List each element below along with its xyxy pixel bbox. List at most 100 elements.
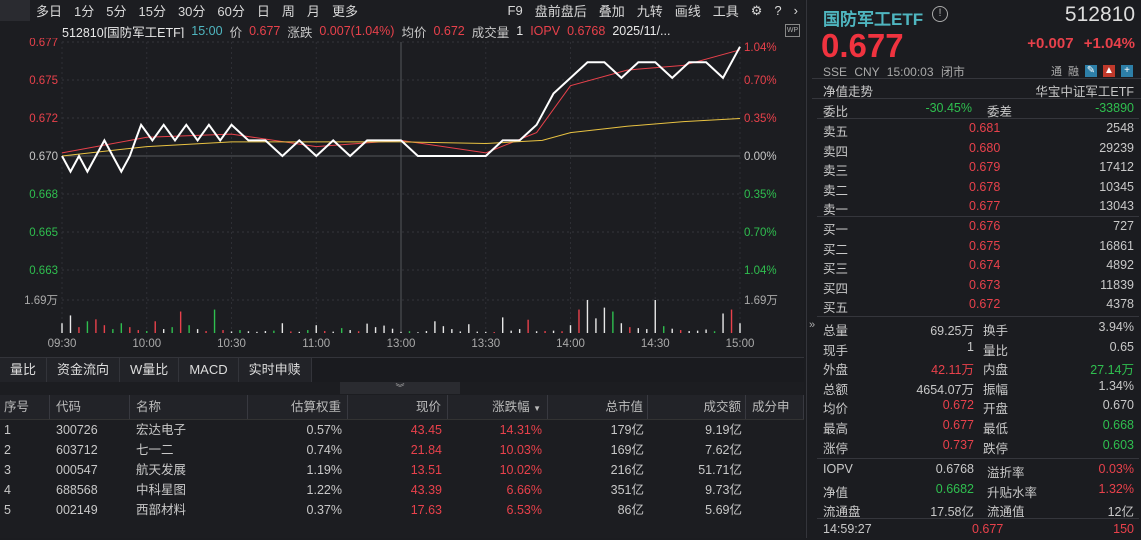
f9-button[interactable]: F9 xyxy=(507,3,523,18)
draw-button[interactable]: 画线 xyxy=(674,4,701,19)
period-month[interactable]: 月 xyxy=(306,4,320,19)
stat-label: 流通盘 xyxy=(823,505,861,520)
period-5min[interactable]: 5分 xyxy=(106,4,127,19)
pencil-icon[interactable]: ✎ xyxy=(1085,65,1097,77)
table-row[interactable]: 4 688568 中科星图 1.22% 43.39 6.66% 351亿 9.73亿 xyxy=(0,480,804,500)
change-abs: +0.007 xyxy=(1027,35,1074,52)
col-index[interactable]: 序号 xyxy=(0,395,50,419)
level-price: 0.673 xyxy=(969,277,1001,292)
bid-level[interactable]: 买四 0.673 11839 xyxy=(807,276,1141,296)
intraday-chart[interactable]: 0.677 1.04% 0.675 0.70% 0.672 0.35% 0.670 0.00%… xyxy=(0,38,804,354)
table-row[interactable]: 5 002149 西部材料 0.37% 17.63 6.53% 86亿 5.69亿 xyxy=(0,500,804,520)
x-tick: 11:00 xyxy=(302,338,330,350)
tools-button[interactable]: 工具 xyxy=(712,4,739,19)
y-tick-left: 0.663 xyxy=(29,265,58,277)
tab-volume-ratio[interactable]: 量比 xyxy=(0,358,48,382)
gear-icon[interactable]: ⚙ xyxy=(750,2,763,18)
ask-level[interactable]: 卖四 0.680 29239 xyxy=(807,139,1141,159)
plus-icon[interactable]: + xyxy=(1121,65,1133,77)
nav-trend-link[interactable]: 净值走势 xyxy=(823,85,874,99)
wp-icon[interactable]: WP xyxy=(785,24,800,37)
y-tick-left: 0.668 xyxy=(29,189,58,201)
col-turnover[interactable]: 成交额 xyxy=(648,395,746,419)
security-title: 512810[国防军工ETF] xyxy=(62,25,185,40)
table-row[interactable]: 1 300726 宏达电子 0.57% 43.45 14.31% 179亿 9.19亿 xyxy=(0,420,804,440)
stat-label: 均价 xyxy=(823,402,849,417)
double-chevron-down-icon[interactable]: ︾ xyxy=(340,382,460,394)
y-tick-right: 1.04% xyxy=(744,265,777,277)
period-1min[interactable]: 1分 xyxy=(74,4,95,19)
level-volume: 16861 xyxy=(1099,238,1134,253)
margin-badge[interactable]: 融 xyxy=(1068,66,1079,78)
security-name: 国防军工ETF xyxy=(823,10,924,29)
col-component[interactable]: 成分申 xyxy=(746,395,804,419)
period-multiday[interactable]: 多日 xyxy=(36,4,63,19)
order-diff-label: 委差 xyxy=(987,105,1013,119)
bid-level[interactable]: 买五 0.672 4378 xyxy=(807,295,1141,315)
col-name[interactable]: 名称 xyxy=(130,395,248,419)
table-row[interactable]: 3 000547 航天发展 1.19% 13.51 10.02% 216亿 51.71亿 xyxy=(0,460,804,480)
tab-fund-flow[interactable]: 资金流向 xyxy=(47,358,121,382)
period-day[interactable]: 日 xyxy=(256,4,270,19)
y-tick-left: 0.675 xyxy=(29,75,58,87)
bid-level[interactable]: 买三 0.674 4892 xyxy=(807,256,1141,276)
iopv-label: IOPV xyxy=(530,24,561,38)
ask-level[interactable]: 卖三 0.679 17412 xyxy=(807,158,1141,178)
order-ratio-label: 委比 xyxy=(823,105,849,119)
stat-value: 0.670 xyxy=(1102,398,1134,413)
nine-turn-button[interactable]: 九转 xyxy=(636,4,663,19)
stat-row: 总量 69.25万 换手 3.94% xyxy=(807,318,1141,338)
stat-row: 最高 0.677 最低 0.668 xyxy=(807,416,1141,436)
y-tick-right: 0.35% xyxy=(744,113,777,125)
premarket-button[interactable]: 盘前盘后 xyxy=(534,4,587,19)
period-30min[interactable]: 30分 xyxy=(177,4,206,19)
col-weight[interactable]: 估算权重 xyxy=(248,395,348,419)
period-week[interactable]: 周 xyxy=(281,4,295,19)
stat-label: 现手 xyxy=(823,343,849,358)
bid-level[interactable]: 买二 0.675 16861 xyxy=(807,237,1141,257)
table-cell: 9.19亿 xyxy=(705,423,742,437)
y-tick-right: 0.35% xyxy=(744,189,777,201)
tab-realtime-redemption[interactable]: 实时申赎 xyxy=(238,358,312,382)
stat-value: 27.14万 xyxy=(1090,363,1134,378)
col-code[interactable]: 代码 xyxy=(50,395,130,419)
ask-level[interactable]: 卖五 0.681 2548 xyxy=(807,119,1141,139)
info-icon[interactable]: ! xyxy=(932,6,948,22)
sort-down-icon: ▼ xyxy=(533,404,541,413)
x-tick: 14:30 xyxy=(641,338,670,350)
change-value: 0.007(1.04%) xyxy=(319,24,395,38)
stat-row: IOPV 0.6768 溢折率 0.03% xyxy=(807,460,1141,480)
level-price: 0.679 xyxy=(969,160,1001,174)
period-60min[interactable]: 60分 xyxy=(217,4,245,19)
level-volume: 4892 xyxy=(1106,258,1134,272)
period-more[interactable]: 更多 xyxy=(331,4,358,19)
table-cell: 5.69亿 xyxy=(705,503,742,517)
ask-level[interactable]: 卖一 0.677 13043 xyxy=(807,197,1141,217)
avg-value: 0.672 xyxy=(433,24,465,38)
overlay-button[interactable]: 叠加 xyxy=(598,4,625,19)
table-cell: 17.63 xyxy=(410,503,442,517)
ask-level[interactable]: 卖二 0.678 10345 xyxy=(807,178,1141,198)
connect-badge[interactable]: 通 xyxy=(1051,66,1062,78)
col-market-cap[interactable]: 总市值 xyxy=(548,395,648,419)
chevron-right-icon[interactable]: › xyxy=(793,3,798,18)
bid-level[interactable]: 买一 0.676 727 xyxy=(807,217,1141,237)
level-label: 买四 xyxy=(823,281,849,296)
level-price: 0.672 xyxy=(969,297,1001,311)
col-change-pct[interactable]: 涨跌幅 ▼ xyxy=(448,395,548,419)
price-change: +0.007 +1.04% xyxy=(1027,35,1135,52)
bell-icon[interactable]: ▲ xyxy=(1103,65,1115,77)
table-row[interactable]: 2 603712 七一二 0.74% 21.84 10.03% 169亿 7.62亿 xyxy=(0,440,804,460)
quote-actions: 通 融 ✎ ▲ + xyxy=(1051,63,1133,79)
tab-w-volume-ratio[interactable]: W量比 xyxy=(120,358,180,382)
market-meta: SSE CNY 15:00:03 闭市 xyxy=(823,65,965,79)
help-icon[interactable]: ? xyxy=(774,3,782,18)
tab-macd[interactable]: MACD xyxy=(179,358,239,382)
stat-value: 12亿 xyxy=(1107,505,1134,520)
chart-panel: 多日 1分 5分 15分 30分 60分 日 周 月 更多 F9 盘前盘后 叠加… xyxy=(0,0,804,520)
expand-icon[interactable]: » xyxy=(809,319,816,331)
indicator-tabs: 量比 资金流向 W量比 MACD 实时申赎 xyxy=(0,357,804,382)
period-15min[interactable]: 15分 xyxy=(138,4,166,19)
level-volume: 10345 xyxy=(1099,179,1134,194)
col-price[interactable]: 现价 xyxy=(348,395,448,419)
